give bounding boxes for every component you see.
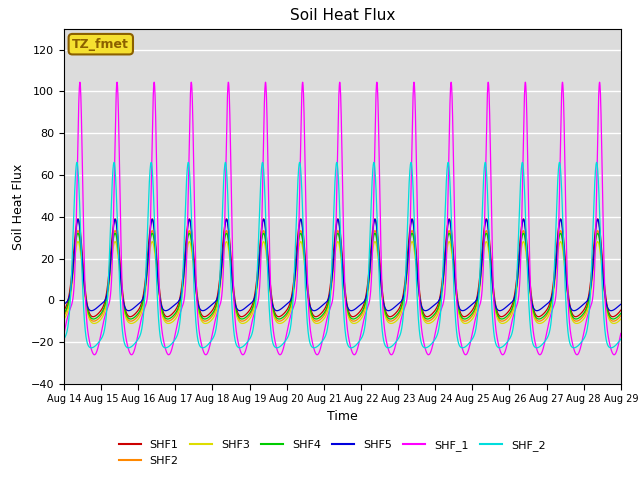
SHF4 (299, 238, 307, 243)
SHF1 (60, 307, 68, 313)
Text: TZ_fmet: TZ_fmet (72, 37, 129, 51)
SHF1 (572, 314, 580, 320)
SHF2 (299, 236, 307, 241)
SHF4 (600, 282, 608, 288)
SHF5 (88, 308, 95, 313)
SHF5 (600, 284, 608, 289)
SHF3 (572, 321, 580, 326)
SHF_1 (572, 351, 580, 357)
SHF3 (294, 249, 302, 255)
SHF4 (294, 241, 302, 247)
Line: SHF5: SHF5 (64, 219, 621, 311)
SHF3 (111, 239, 119, 244)
SHF5 (294, 234, 302, 240)
SHF1 (163, 314, 171, 320)
SHF4 (325, 297, 333, 303)
SHF2 (572, 318, 580, 324)
SHF5 (325, 295, 333, 300)
SHF2 (600, 282, 608, 288)
SHF5 (223, 216, 230, 222)
Line: SHF_1: SHF_1 (64, 82, 621, 355)
SHF1 (186, 216, 193, 222)
SHF_2 (600, 316, 608, 322)
SHF_1 (294, 250, 302, 255)
SHF_2 (162, 345, 170, 351)
SHF1 (294, 229, 302, 235)
Line: SHF1: SHF1 (64, 219, 621, 317)
SHF3 (617, 316, 625, 322)
SHF2 (201, 318, 209, 324)
SHF1 (325, 293, 333, 299)
SHF1 (600, 276, 608, 282)
SHF5 (617, 301, 625, 307)
X-axis label: Time: Time (327, 410, 358, 423)
SHF_2 (60, 336, 68, 342)
Line: SHF3: SHF3 (64, 241, 621, 324)
SHF_2 (617, 336, 625, 342)
SHF_2 (572, 344, 580, 350)
SHF3 (465, 320, 472, 325)
SHF3 (164, 321, 172, 326)
SHF2 (325, 299, 333, 304)
SHF1 (465, 312, 472, 317)
SHF5 (299, 227, 307, 233)
SHF_1 (60, 331, 68, 336)
SHF1 (299, 225, 307, 230)
SHF2 (186, 228, 193, 233)
Legend: SHF1, SHF2, SHF3, SHF4, SHF5, SHF_1, SHF_2: SHF1, SHF2, SHF3, SHF4, SHF5, SHF_1, SHF… (114, 436, 550, 470)
SHF_2 (299, 209, 307, 215)
SHF_2 (294, 172, 302, 178)
Line: SHF2: SHF2 (64, 230, 621, 321)
SHF4 (465, 314, 472, 320)
SHF1 (617, 307, 625, 313)
SHF_1 (617, 331, 625, 336)
SHF2 (60, 313, 68, 319)
Title: Soil Heat Flux: Soil Heat Flux (290, 9, 395, 24)
SHF_1 (188, 79, 195, 85)
SHF_2 (325, 315, 333, 321)
SHF_2 (465, 341, 472, 347)
SHF_1 (239, 352, 247, 358)
SHF2 (465, 317, 472, 323)
SHF5 (572, 307, 580, 313)
SHF_1 (325, 310, 333, 315)
SHF4 (60, 311, 68, 316)
SHF_1 (600, 258, 608, 264)
SHF5 (60, 301, 68, 307)
SHF_1 (465, 346, 472, 352)
Line: SHF_2: SHF_2 (64, 162, 621, 348)
SHF2 (294, 240, 302, 245)
SHF4 (617, 311, 625, 316)
SHF2 (617, 313, 625, 319)
SHF4 (127, 316, 134, 322)
SHF3 (600, 288, 608, 293)
SHF_2 (147, 159, 155, 165)
SHF3 (325, 303, 333, 309)
SHF4 (572, 316, 580, 322)
SHF3 (299, 245, 307, 251)
SHF_1 (299, 79, 307, 85)
Y-axis label: Soil Heat Flux: Soil Heat Flux (12, 163, 25, 250)
SHF4 (186, 230, 193, 236)
SHF3 (60, 316, 68, 322)
SHF5 (465, 304, 472, 310)
Line: SHF4: SHF4 (64, 233, 621, 319)
